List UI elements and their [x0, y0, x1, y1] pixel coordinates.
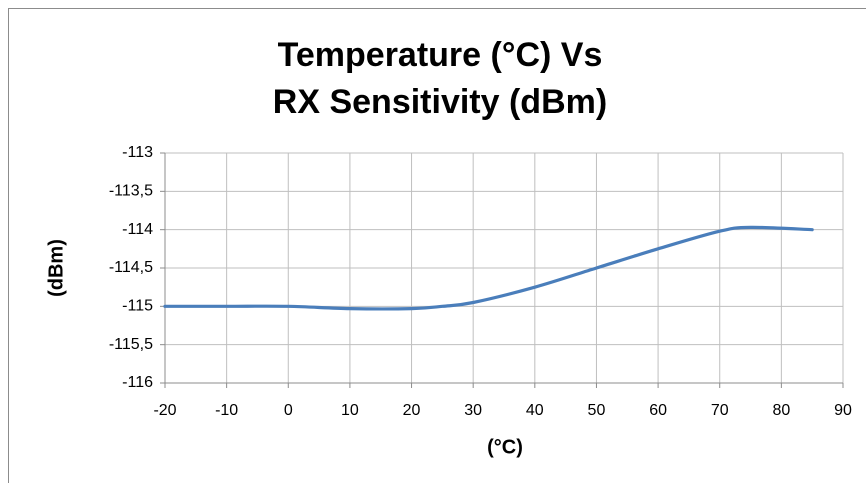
x-tick-label: 50	[588, 402, 606, 419]
x-tick-label: 40	[526, 402, 544, 419]
y-tick-label: -115	[122, 298, 153, 315]
x-tick-label: 80	[772, 402, 790, 419]
chart-frame	[8, 8, 866, 483]
data-line	[163, 225, 814, 311]
x-tick-label: 10	[341, 402, 359, 419]
y-tick-label: -113	[122, 144, 153, 161]
y-axis-label: (dBm)	[45, 239, 67, 297]
y-tick-label: -114,5	[109, 259, 153, 276]
y-tick-label: -113,5	[109, 183, 153, 200]
chart-title: RX Sensitivity (dBm)	[273, 83, 607, 121]
y-tick-label: -114	[122, 221, 153, 238]
x-tick-label: 0	[284, 402, 293, 419]
x-tick-label: 70	[711, 402, 729, 419]
x-tick-label: 20	[403, 402, 421, 419]
x-tick-label: -10	[215, 402, 238, 419]
x-tick-label: 90	[834, 402, 852, 419]
x-tick-label: 60	[649, 402, 667, 419]
x-axis-label: (°C)	[487, 436, 523, 458]
y-tick-label: -115,5	[109, 336, 153, 353]
chart-title: Temperature (°C) Vs	[278, 36, 603, 74]
x-tick-label: -20	[153, 402, 176, 419]
x-tick-label: 30	[464, 402, 482, 419]
y-tick-label: -116	[122, 374, 153, 391]
